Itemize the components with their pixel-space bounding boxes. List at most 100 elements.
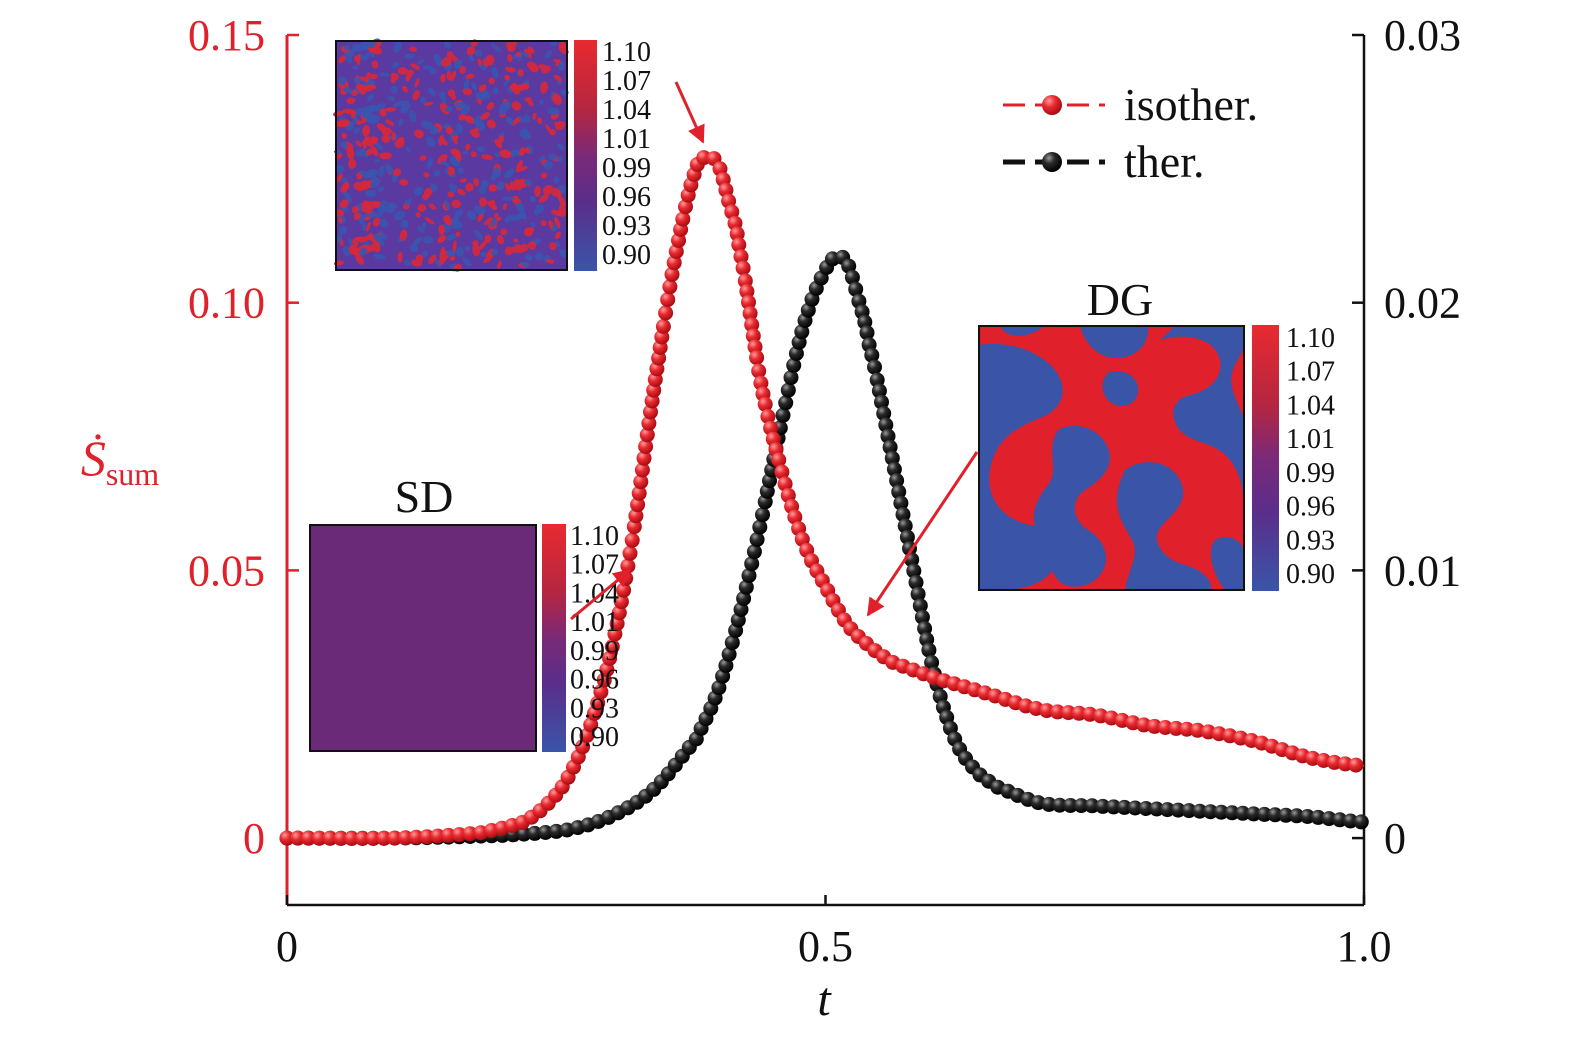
isother-point xyxy=(1071,705,1087,721)
inset-sd-arrow xyxy=(570,568,632,621)
ther-point xyxy=(1246,806,1262,822)
ther-point xyxy=(1063,798,1078,813)
ther-point xyxy=(871,383,887,399)
legend-label-ther: ther. xyxy=(1124,136,1204,187)
ther-point xyxy=(891,484,907,500)
ther-point xyxy=(788,346,804,361)
isother-point xyxy=(1050,704,1066,720)
isother-point xyxy=(742,305,758,321)
isother-point xyxy=(365,830,381,846)
isother-point xyxy=(733,249,749,265)
ther-point xyxy=(841,258,857,274)
isother-point xyxy=(634,462,650,478)
right-tick-label: 0.03 xyxy=(1384,11,1461,60)
ther-point xyxy=(859,325,875,341)
legend-marker-ther xyxy=(1042,152,1062,172)
isother-point xyxy=(611,605,627,621)
ther-point xyxy=(914,609,930,625)
inset-top-left: 1.101.071.041.010.990.960.930.90 xyxy=(332,37,705,272)
ther-point xyxy=(1181,803,1197,819)
inset-dg-arrow xyxy=(866,451,979,617)
colorbar-label: 0.90 xyxy=(1286,559,1335,590)
isother-point xyxy=(628,508,644,524)
colorbar-label: 0.99 xyxy=(570,636,619,667)
isother-point xyxy=(593,684,609,700)
isother-point xyxy=(322,830,338,846)
isother-point xyxy=(666,255,682,271)
isother-point xyxy=(675,211,691,227)
ther-point xyxy=(724,635,740,651)
inset-dg-title: DG xyxy=(1087,274,1153,325)
isother-point xyxy=(1060,705,1076,721)
ther-point xyxy=(1289,808,1305,824)
ther-point xyxy=(867,359,882,375)
ther-point xyxy=(1256,806,1272,822)
inset-dg-pattern xyxy=(979,326,1244,590)
isother-point xyxy=(1179,721,1195,737)
x-ticks: 0 0.5 1.0 xyxy=(276,895,1392,971)
ther-point xyxy=(1192,803,1208,819)
inset-dg-colorbar xyxy=(1252,325,1279,591)
y-axis-label-left: Ṡsum xyxy=(81,430,159,492)
colorbar-label: 1.07 xyxy=(1286,357,1335,388)
ther-point xyxy=(1116,799,1132,815)
colorbar-label: 1.07 xyxy=(570,550,619,581)
isother-point xyxy=(622,545,638,561)
ther-point xyxy=(538,825,553,840)
isother-point xyxy=(668,244,684,259)
ther-point xyxy=(878,417,894,433)
isother-point xyxy=(462,826,478,842)
colorbar-label: 1.10 xyxy=(570,521,619,552)
isother-point xyxy=(333,830,349,846)
ther-point xyxy=(746,544,762,560)
right-tick-label: 0 xyxy=(1384,814,1406,863)
isother-point xyxy=(658,305,674,321)
series-isother xyxy=(279,150,1365,846)
ther-point xyxy=(897,518,913,534)
colorbar-label: 0.93 xyxy=(602,211,651,242)
isother-point xyxy=(419,829,435,845)
ther-point xyxy=(899,529,915,545)
inset-top-colorbar-labels: 1.101.071.041.010.990.960.930.90 xyxy=(602,37,651,271)
ther-point xyxy=(1149,801,1165,817)
isother-point xyxy=(387,830,403,846)
inset-dg-frame xyxy=(978,325,1245,591)
inset-sd-title: SD xyxy=(395,471,454,522)
ther-point xyxy=(1343,813,1358,829)
isother-point xyxy=(724,204,740,220)
ther-point xyxy=(1203,804,1218,820)
isother-point xyxy=(744,317,760,333)
ther-point xyxy=(516,826,532,842)
isother-point xyxy=(599,662,615,678)
ther-point xyxy=(924,655,940,670)
colorbar-label: 0.96 xyxy=(602,182,651,213)
colorbar-label: 0.99 xyxy=(1286,458,1335,489)
ther-point xyxy=(1170,802,1186,818)
ther-point xyxy=(738,579,754,595)
ther-point xyxy=(1159,802,1175,818)
isother-point xyxy=(633,474,649,490)
isother-point xyxy=(636,450,652,466)
ther-point xyxy=(1073,798,1089,814)
colorbar-label: 1.10 xyxy=(602,37,651,68)
colorbar-label: 1.04 xyxy=(570,578,619,609)
ther-point xyxy=(1224,805,1240,821)
ther-point xyxy=(527,825,543,841)
isother-point xyxy=(575,739,591,755)
isother-point xyxy=(771,452,787,468)
isother-point xyxy=(641,415,657,431)
left-tick-label: 0.10 xyxy=(188,279,265,328)
isother-point xyxy=(354,831,370,846)
isother-point xyxy=(430,828,446,844)
isother-point xyxy=(604,639,620,654)
ther-point xyxy=(906,563,922,579)
legend-label-isother: isother. xyxy=(1124,79,1258,130)
ther-point xyxy=(775,407,791,423)
ther-point xyxy=(1041,796,1057,812)
ther-point xyxy=(848,281,864,297)
ther-point xyxy=(1353,814,1369,830)
ther-point xyxy=(783,370,799,386)
colorbar-label: 0.93 xyxy=(570,693,619,724)
inset-top-frame xyxy=(335,40,568,271)
